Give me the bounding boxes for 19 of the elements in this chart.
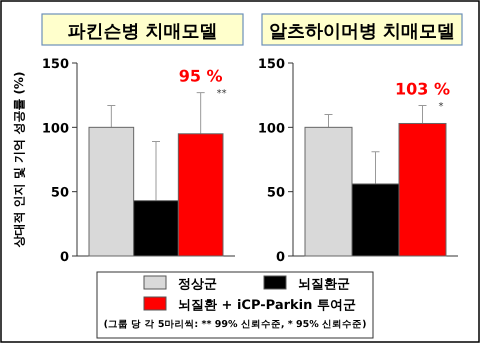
y-tick-label: 150	[258, 57, 285, 72]
chart-title: 알츠하이머병 치매모델	[268, 21, 456, 42]
y-tick-label: 100	[42, 121, 69, 136]
text: (그룹 당 각 5마리씩: ** 99% 신뢰수준, * 95% 신뢰수준)	[104, 319, 366, 330]
chart-title: 파킨슨병 치매모델	[67, 21, 218, 42]
y-tick-label: 0	[276, 250, 285, 265]
annotation: **	[216, 88, 227, 100]
legend-label: 정상군	[178, 277, 217, 292]
y-tick-label: 0	[60, 250, 69, 265]
data-label: 103 %	[395, 79, 450, 98]
legend-label: 뇌질환 + iCP-Parkin 투여군	[178, 298, 356, 313]
annotation: *	[438, 101, 444, 112]
y-tick-label: 50	[266, 186, 285, 201]
y-axis-title: 상대적 인지 및 기억 성공률 (%)	[12, 72, 26, 248]
y-tick-label: 100	[258, 121, 285, 136]
data-label: 95 %	[178, 66, 223, 86]
y-tick-label: 150	[42, 57, 69, 72]
y-tick-label: 50	[50, 186, 69, 201]
legend-label: 뇌질환군	[298, 277, 350, 292]
